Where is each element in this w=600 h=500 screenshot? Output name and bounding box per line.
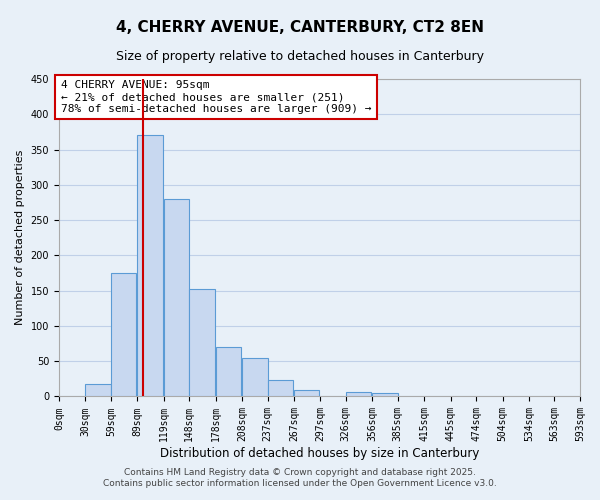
Bar [189,288,215,397]
Bar [137,136,163,396]
Text: Size of property relative to detached houses in Canterbury: Size of property relative to detached ho… [116,50,484,63]
Text: 4, CHERRY AVENUE, CANTERBURY, CT2 8EN: 4, CHERRY AVENUE, CANTERBURY, CT2 8EN [116,20,484,35]
Bar [111,273,136,396]
Bar [164,199,189,396]
Text: Contains HM Land Registry data © Crown copyright and database right 2025.
Contai: Contains HM Land Registry data © Crown c… [103,468,497,487]
Bar [85,384,111,396]
Bar [215,347,241,397]
Bar [346,392,371,396]
X-axis label: Distribution of detached houses by size in Canterbury: Distribution of detached houses by size … [160,447,479,460]
Bar [372,393,398,396]
Bar [242,358,268,397]
Bar [268,380,293,396]
Y-axis label: Number of detached properties: Number of detached properties [15,150,25,326]
Text: 4 CHERRY AVENUE: 95sqm
← 21% of detached houses are smaller (251)
78% of semi-de: 4 CHERRY AVENUE: 95sqm ← 21% of detached… [61,80,371,114]
Bar [294,390,319,396]
